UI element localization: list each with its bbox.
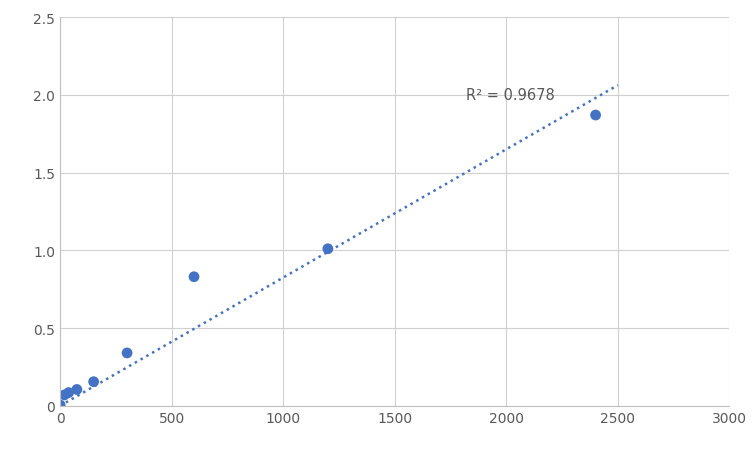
Point	[54, 401, 66, 409]
Point	[59, 391, 71, 399]
Point	[188, 273, 200, 281]
Point	[62, 389, 74, 396]
Point	[71, 386, 83, 393]
Point	[590, 112, 602, 120]
Point	[322, 246, 334, 253]
Point	[87, 378, 99, 386]
Point	[121, 350, 133, 357]
Text: R² = 0.9678: R² = 0.9678	[466, 88, 555, 103]
